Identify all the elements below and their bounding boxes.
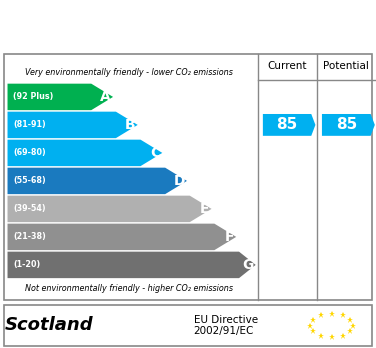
Polygon shape	[322, 114, 375, 136]
Text: (21-38): (21-38)	[13, 232, 46, 242]
Text: Not environmentally friendly - higher CO₂ emissions: Not environmentally friendly - higher CO…	[25, 284, 233, 293]
Polygon shape	[8, 112, 138, 138]
Text: G: G	[243, 258, 254, 272]
Text: D: D	[174, 174, 185, 188]
Text: (81-91): (81-91)	[13, 120, 46, 129]
Text: 85: 85	[276, 117, 298, 132]
Polygon shape	[8, 196, 212, 222]
Polygon shape	[8, 252, 256, 278]
Text: Very environmentally friendly - lower CO₂ emissions: Very environmentally friendly - lower CO…	[25, 68, 233, 77]
Text: Current: Current	[267, 61, 307, 71]
Polygon shape	[8, 168, 187, 194]
Text: Potential: Potential	[323, 61, 369, 71]
Text: (55-68): (55-68)	[13, 176, 46, 185]
Text: B: B	[125, 118, 136, 132]
Text: (39-54): (39-54)	[13, 204, 46, 213]
Polygon shape	[8, 84, 113, 110]
Text: E: E	[200, 202, 210, 216]
Polygon shape	[8, 224, 236, 250]
Polygon shape	[263, 114, 315, 136]
Text: (69-80): (69-80)	[13, 148, 46, 157]
Polygon shape	[8, 140, 162, 166]
Text: Environmental Impact (CO₂) Rating: Environmental Impact (CO₂) Rating	[38, 19, 338, 34]
Text: (1-20): (1-20)	[13, 260, 40, 269]
Text: 85: 85	[336, 117, 357, 132]
Text: Scotland: Scotland	[5, 316, 93, 334]
Text: (92 Plus): (92 Plus)	[13, 93, 53, 101]
Text: F: F	[225, 230, 234, 244]
Text: C: C	[150, 146, 161, 160]
Text: EU Directive
2002/91/EC: EU Directive 2002/91/EC	[194, 315, 258, 336]
Text: A: A	[100, 90, 111, 104]
